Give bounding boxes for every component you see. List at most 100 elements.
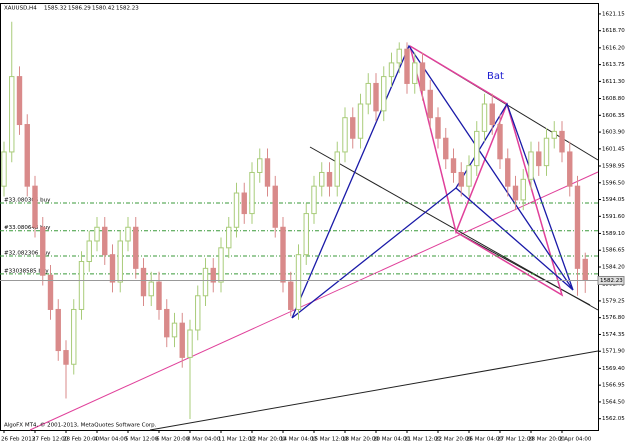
header-value: 1580.42: [92, 6, 115, 12]
candle-body: [202, 267, 209, 297]
candle-body: [195, 295, 201, 331]
candle-body: [567, 151, 573, 187]
x-tick-label: 12 Mar 20:00: [249, 437, 286, 443]
candle-body: [257, 158, 263, 173]
candle-body: [24, 124, 30, 187]
candle-body: [481, 103, 488, 132]
pattern-label: Bat: [487, 71, 504, 82]
candle-body: [71, 308, 77, 365]
candle-body: [249, 171, 255, 215]
candle-body: [226, 226, 232, 249]
candle-body: [32, 185, 38, 228]
candle-body: [357, 103, 364, 139]
order-label: #33.080648 buy: [4, 225, 51, 231]
candle-body: [489, 103, 495, 126]
header-value: 1585.32: [44, 6, 67, 12]
y-tick-label: 1598.95: [602, 163, 625, 169]
order-label: #33.080305 buy: [4, 197, 51, 203]
candle-body: [94, 226, 100, 242]
order-label: #33038585 buy: [4, 268, 49, 274]
candle-body: [412, 62, 418, 84]
x-tick-label: 21 Mar 12:00: [404, 437, 441, 443]
candle-body: [280, 226, 286, 283]
candle-body: [559, 130, 565, 153]
candle-body: [233, 192, 240, 228]
symbol-label: XAUUSD,H4: [4, 6, 37, 12]
candle-body: [156, 281, 162, 310]
candle-body: [288, 281, 294, 310]
x-tick-label: 8 Mar 04:00: [187, 437, 221, 443]
x-tick-label: 26 Feb 2013: [1, 437, 36, 443]
y-tick-label: 1621.15: [602, 11, 625, 17]
candle-body: [40, 226, 46, 276]
candle-body: [427, 89, 433, 119]
candle-body: [1, 151, 7, 187]
candle-body: [140, 267, 147, 297]
y-tick-label: 1589.10: [602, 231, 625, 237]
drawings: [29, 44, 599, 431]
candle-body: [78, 261, 85, 310]
x-tick-label: 15 Mar 12:00: [311, 437, 348, 443]
y-tick-label: 1606.35: [602, 113, 625, 119]
y-tick-label: 1586.65: [602, 248, 625, 254]
candle-body: [443, 137, 449, 160]
candle-body: [272, 185, 278, 228]
candle-body: [63, 350, 69, 365]
y-tick-label: 1569.40: [602, 366, 625, 372]
candle-body: [520, 178, 526, 201]
candle-body: [458, 171, 464, 187]
footer: AlgoFX MT4, © 2001-2013, MetaQuotes Soft…: [4, 422, 157, 429]
candle-body: [102, 226, 108, 256]
candle-body: [404, 48, 410, 84]
candle-body: [435, 117, 441, 139]
candle-body: [86, 240, 92, 263]
x-tick-label: 20 Mar 04:00: [373, 437, 410, 443]
candle-body: [241, 192, 247, 215]
candle-body: [326, 171, 333, 187]
y-tick-label: 1574.35: [602, 332, 625, 338]
x-tick-label: 28 Feb 20:00: [63, 437, 100, 443]
candle-body: [505, 158, 511, 187]
candle-body: [295, 254, 302, 310]
x-tick-label: 2 Apr 04:00: [559, 437, 592, 443]
candle-body: [419, 62, 426, 91]
x-tick-label: 11 Mar 12:00: [218, 437, 255, 443]
candle-body: [117, 240, 123, 283]
pattern-line: [455, 187, 574, 291]
x-tick-label: 18 Mar 20:00: [342, 437, 379, 443]
y-tick-label: 1579.25: [602, 298, 625, 304]
candle-body: [474, 130, 480, 167]
candle-body: [187, 329, 193, 358]
x-tick-label: 6 Mar 20:00: [156, 437, 190, 443]
x-tick-label: 5 Mar 12:00: [125, 437, 159, 443]
candle-body: [365, 82, 371, 105]
candle-body: [133, 226, 139, 269]
candle-body: [148, 281, 154, 297]
candle-body: [373, 82, 379, 112]
candle-body: [334, 151, 340, 187]
pattern-line: [455, 103, 564, 297]
candle-body: [497, 124, 503, 160]
candle-body: [264, 158, 271, 187]
pattern-line: [291, 44, 574, 319]
trend-line: [149, 350, 599, 431]
candle-body: [536, 151, 542, 167]
y-tick-label: 1594.05: [602, 197, 625, 203]
x-tick-label: 27 Feb 12:00: [32, 437, 69, 443]
pattern-line: [409, 45, 508, 235]
x-tick-label: 27 Mar 12:00: [497, 437, 534, 443]
price-label: 1582.23: [600, 278, 623, 284]
candle-body: [164, 308, 170, 338]
candle-body: [342, 117, 348, 153]
header-value: 1582.23: [116, 6, 139, 12]
candle-body: [319, 171, 325, 187]
candle-body: [350, 117, 356, 139]
y-tick-label: 1613.75: [602, 62, 625, 68]
candle-body: [210, 267, 216, 283]
header-value: 1586.29: [68, 6, 91, 12]
candle-body: [450, 158, 457, 173]
candle-body: [512, 185, 519, 201]
candle-body: [55, 308, 61, 352]
y-tick-label: 1562.05: [602, 416, 625, 422]
order-label: #32.082306 buy: [4, 251, 51, 257]
